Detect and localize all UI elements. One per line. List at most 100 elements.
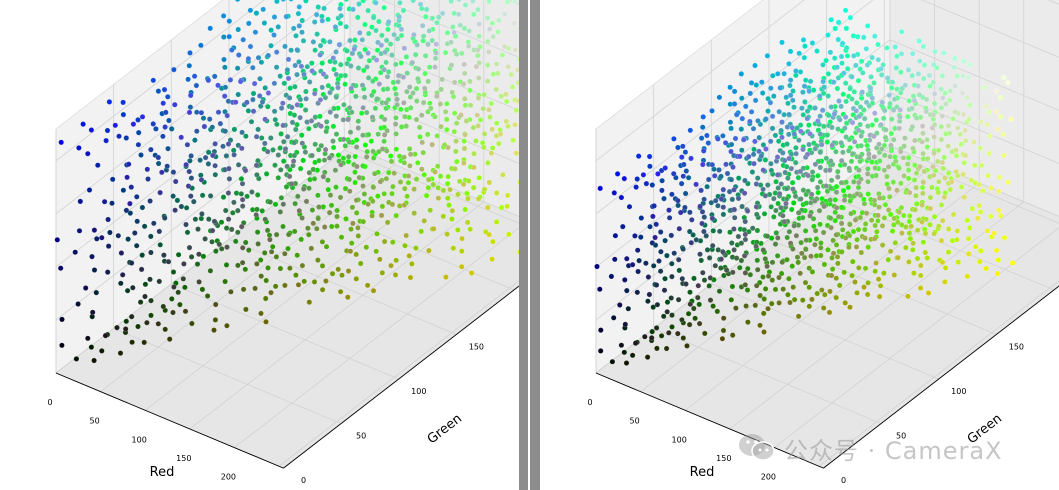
scatter-point bbox=[338, 234, 345, 240]
scatter-point bbox=[422, 13, 429, 20]
scatter-point bbox=[834, 168, 841, 175]
scatter-point bbox=[414, 159, 421, 166]
scatter-point bbox=[308, 118, 315, 124]
scatter-point bbox=[231, 126, 238, 133]
scatter-point bbox=[245, 108, 252, 114]
scatter-point bbox=[352, 37, 358, 43]
scatter-point bbox=[814, 290, 821, 297]
scatter-point bbox=[387, 41, 394, 47]
scatter-point bbox=[797, 128, 804, 135]
scatter-point bbox=[791, 222, 797, 229]
scatter-point bbox=[286, 95, 293, 101]
scatter-point bbox=[757, 292, 763, 299]
scatter-point bbox=[337, 288, 344, 295]
scatter-point bbox=[292, 62, 299, 69]
scatter-point bbox=[947, 88, 954, 94]
scatter-point bbox=[881, 167, 888, 173]
scatter-point bbox=[753, 203, 760, 210]
x-tick-label: 200 bbox=[761, 473, 776, 482]
scatter-point bbox=[881, 215, 888, 221]
scatter-point bbox=[94, 235, 100, 242]
scatter-point bbox=[340, 117, 347, 123]
scatter-point bbox=[148, 297, 154, 304]
scatter-point bbox=[393, 146, 400, 152]
scatter-point bbox=[993, 108, 1000, 115]
scatter-point bbox=[188, 175, 195, 181]
scatter-point bbox=[301, 71, 307, 78]
scatter-point bbox=[987, 213, 994, 220]
scatter-point bbox=[199, 211, 205, 217]
scatter-point bbox=[235, 26, 241, 33]
scatter-point bbox=[99, 234, 105, 241]
scatter-point bbox=[311, 90, 318, 97]
scatter-point bbox=[941, 194, 948, 200]
scatter-point bbox=[801, 254, 808, 261]
scatter-point bbox=[747, 90, 754, 97]
scatter-point bbox=[315, 146, 322, 153]
scatter-point bbox=[921, 168, 928, 175]
scatter-point bbox=[767, 99, 774, 106]
scatter-point bbox=[271, 108, 278, 115]
scatter-point bbox=[828, 177, 835, 184]
scatter-point bbox=[938, 136, 945, 143]
scatter-point bbox=[288, 104, 295, 111]
scatter-point bbox=[458, 248, 465, 254]
scatter-point bbox=[235, 52, 242, 58]
scatter-point bbox=[319, 286, 326, 293]
scatter-point bbox=[239, 180, 246, 187]
scatter-point bbox=[493, 190, 500, 196]
scatter-point bbox=[710, 227, 717, 234]
scatter-point bbox=[743, 303, 749, 309]
scatter-point bbox=[652, 234, 658, 241]
scatter-point bbox=[919, 184, 926, 191]
scatter-point bbox=[775, 185, 781, 191]
scatter-point bbox=[793, 232, 800, 239]
scatter-point bbox=[866, 137, 873, 143]
scatter-point bbox=[411, 186, 417, 192]
scatter-point bbox=[364, 148, 371, 155]
scatter-point bbox=[186, 109, 193, 116]
scatter-point bbox=[842, 300, 849, 306]
scatter-point bbox=[487, 114, 493, 120]
scatter-point bbox=[736, 264, 743, 271]
scatter-point bbox=[843, 25, 850, 32]
scatter-point bbox=[942, 279, 948, 285]
scatter-point bbox=[353, 137, 360, 143]
scatter-point bbox=[448, 39, 454, 46]
scatter-point bbox=[245, 55, 252, 62]
scatter-point bbox=[1001, 234, 1008, 241]
scatter-point bbox=[212, 301, 219, 308]
scatter-point bbox=[751, 160, 757, 167]
scatter-point bbox=[812, 145, 819, 152]
scatter-point bbox=[277, 73, 284, 79]
scatter-point bbox=[455, 191, 461, 198]
scatter-point bbox=[106, 99, 113, 105]
scatter-point bbox=[333, 49, 339, 55]
scatter-point bbox=[456, 0, 462, 2]
scatter-point bbox=[750, 151, 757, 158]
scatter-point bbox=[877, 282, 884, 289]
scatter-point bbox=[332, 167, 339, 173]
scatter-point bbox=[166, 336, 173, 342]
scatter-point bbox=[355, 233, 362, 239]
scatter-point bbox=[787, 92, 794, 99]
scatter-point bbox=[730, 164, 736, 170]
scatter-point bbox=[321, 5, 327, 12]
scatter-point bbox=[361, 191, 368, 197]
scatter-point bbox=[440, 213, 447, 220]
scatter-point bbox=[885, 207, 892, 213]
scatter-point bbox=[157, 189, 163, 196]
scatter-point bbox=[829, 266, 836, 272]
scatter-point bbox=[728, 296, 735, 303]
scatter-point bbox=[635, 153, 642, 159]
scatter-point bbox=[731, 226, 737, 232]
scatter-point bbox=[109, 200, 115, 206]
scatter-point bbox=[114, 324, 120, 331]
scatter-point bbox=[930, 111, 937, 118]
scatter-point bbox=[772, 241, 779, 247]
scatter-point bbox=[875, 276, 882, 283]
scatter-point bbox=[344, 48, 350, 54]
scatter-point bbox=[438, 86, 444, 93]
scatter-point bbox=[953, 168, 960, 175]
scatter-point bbox=[310, 220, 317, 227]
